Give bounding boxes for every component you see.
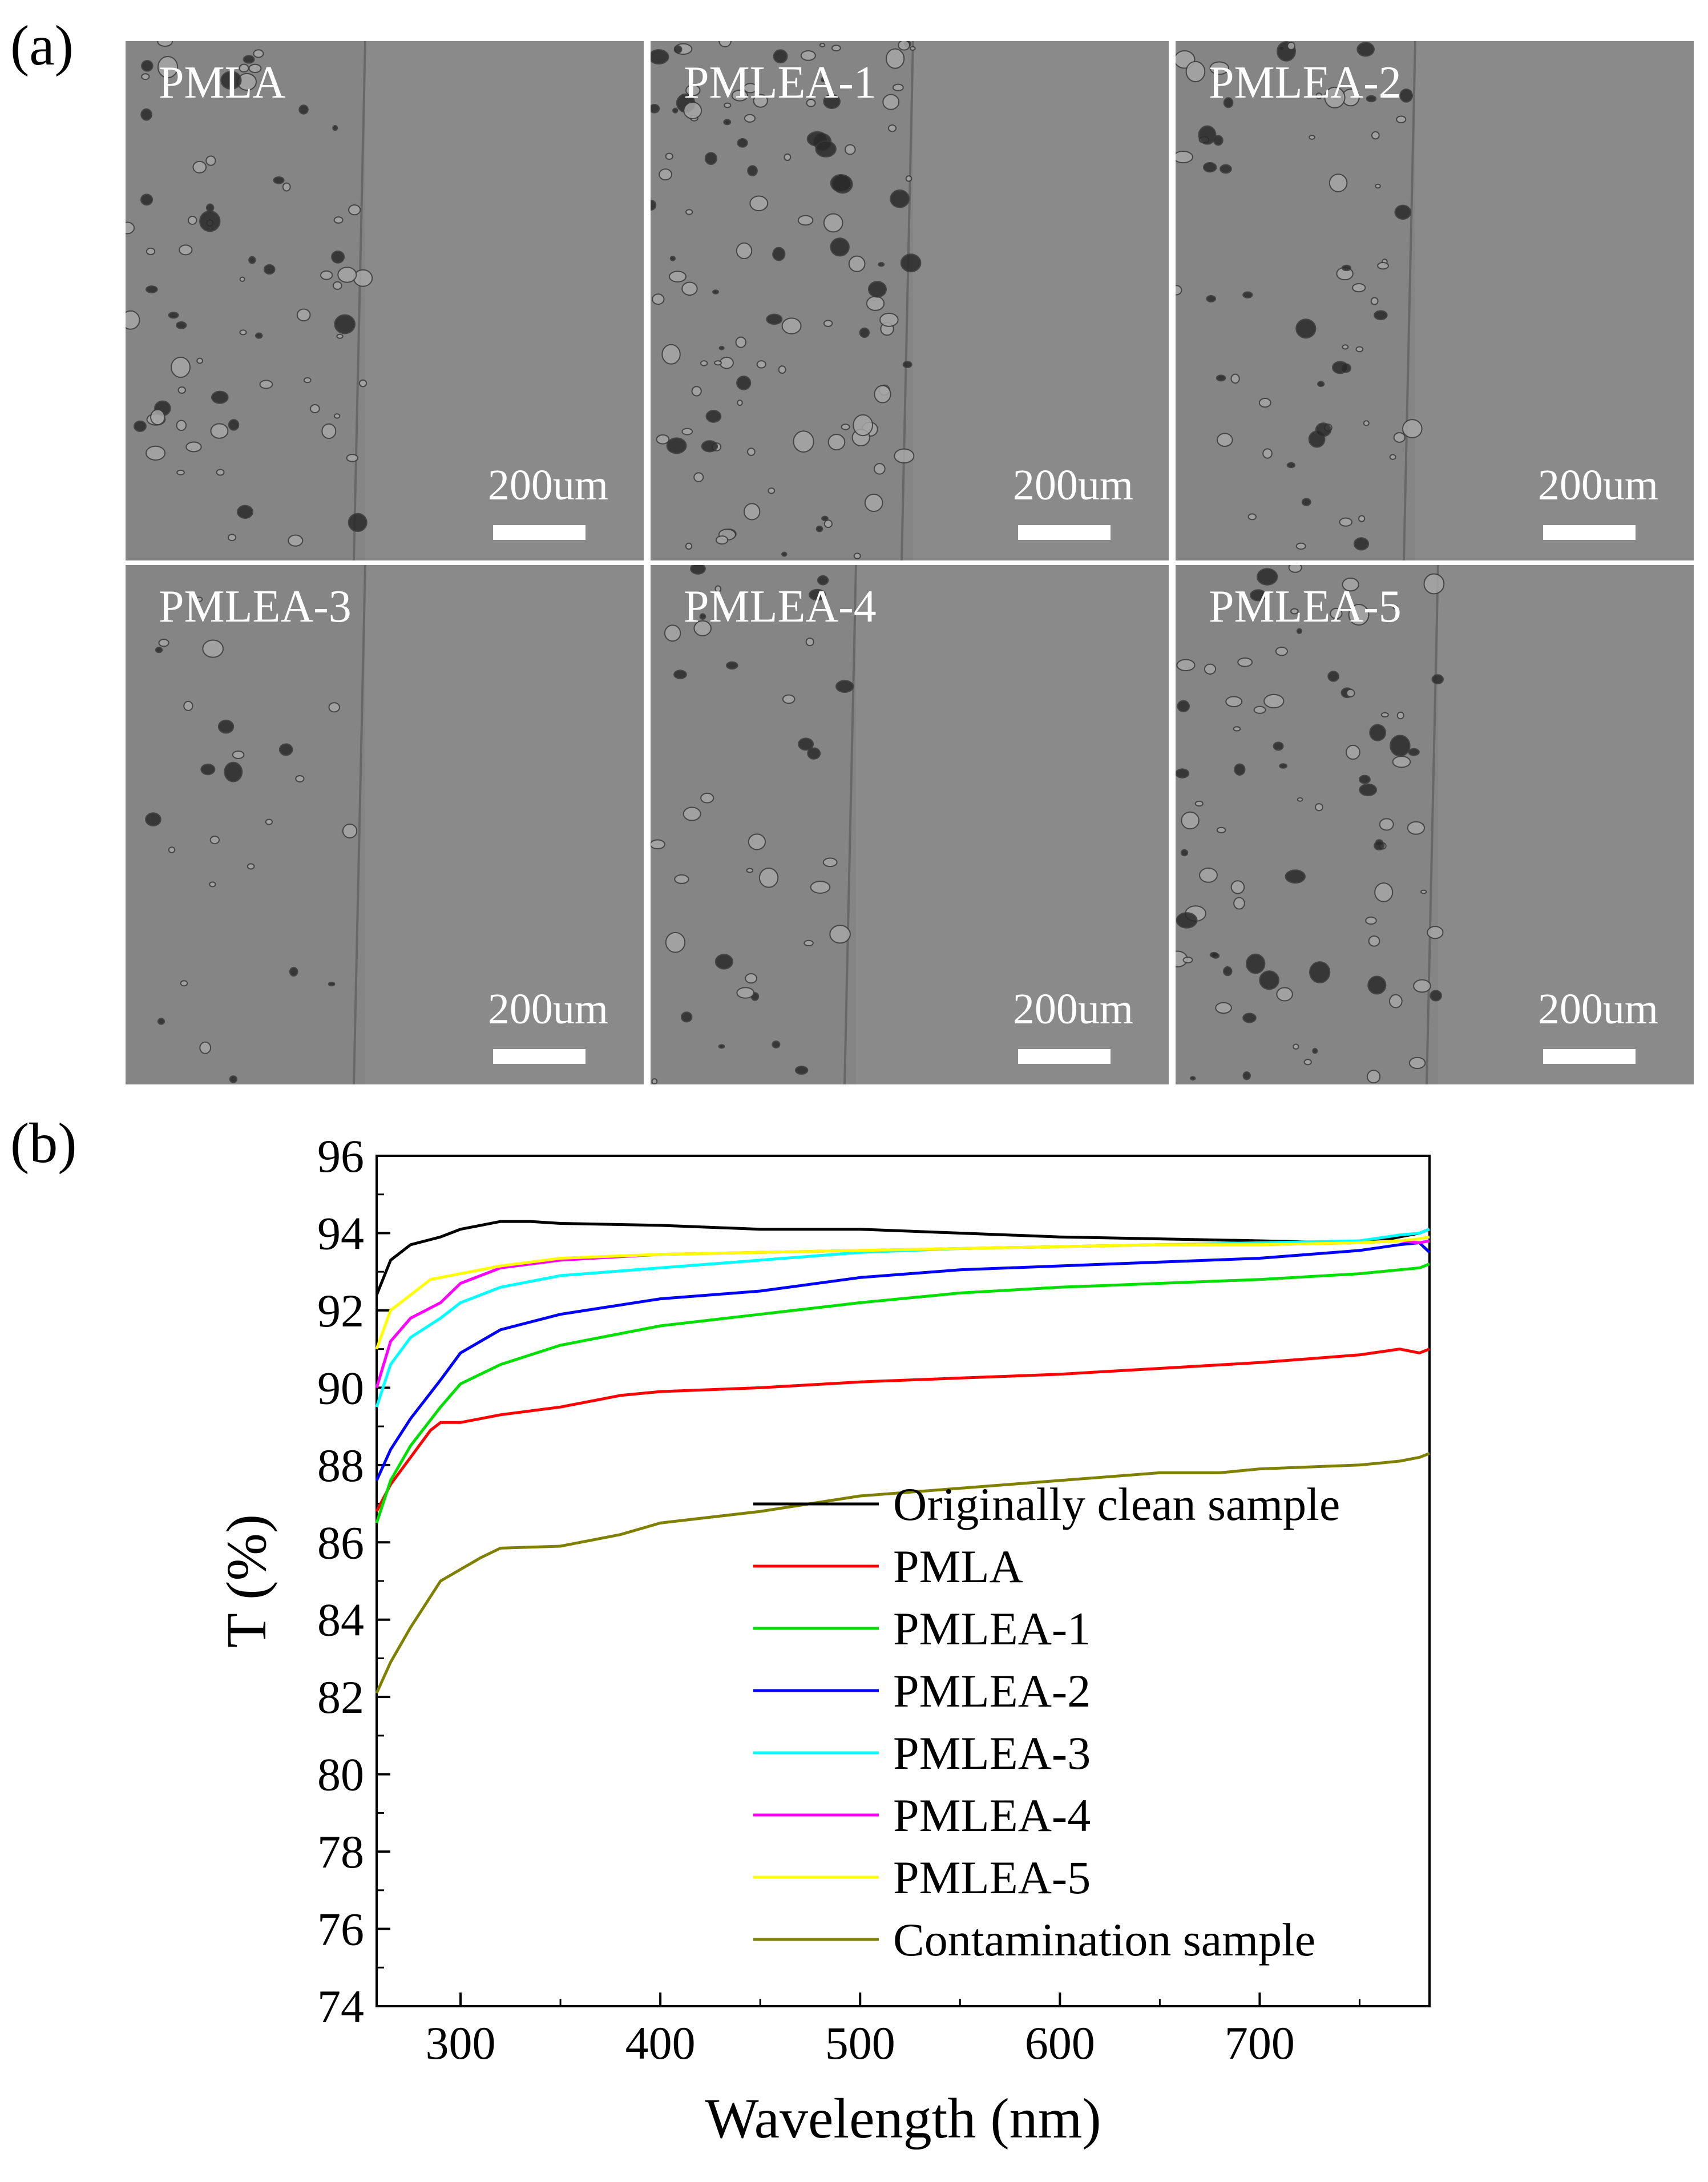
series-line: [375, 1348, 1430, 1513]
x-tick-label: 500: [825, 2017, 895, 2069]
scale-bar-label: 200um: [1012, 985, 1133, 1033]
micrograph-texture: [651, 565, 857, 1084]
micrograph-panel: PMLEA-4 200um: [651, 565, 1169, 1084]
panel-b-label: (b): [10, 1111, 77, 1175]
scale-bar: [493, 1049, 586, 1064]
micrograph-panel: PMLEA-1 200um: [651, 41, 1169, 560]
y-tick-label: 94: [317, 1207, 364, 1259]
y-tick-label: 90: [317, 1362, 364, 1414]
micrograph-title: PMLEA-1: [684, 58, 877, 108]
scale-bar-label: 200um: [1537, 461, 1658, 509]
micrograph-panel: PMLEA-5 200um: [1176, 565, 1694, 1084]
x-tick-label: 300: [426, 2017, 496, 2069]
y-axis-title: T (%): [215, 1514, 278, 1648]
micrograph-texture: [1176, 41, 1423, 560]
scale-bar-label: 200um: [1537, 985, 1658, 1033]
micrograph-title: PMLEA-3: [159, 582, 352, 632]
legend-label: Originally clean sample: [893, 1478, 1340, 1530]
scale-bar: [1018, 525, 1111, 540]
legend-label: PMLA: [893, 1540, 1023, 1592]
series-line: [375, 1452, 1430, 1694]
y-tick-label: 92: [317, 1285, 364, 1337]
micrograph-title: PMLA: [159, 58, 286, 108]
legend-label: Contamination sample: [893, 1914, 1315, 1966]
series-line: [375, 1235, 1430, 1350]
y-tick-label: 96: [317, 1130, 364, 1182]
y-tick-label: 84: [317, 1594, 364, 1646]
micrograph-title: PMLEA-4: [684, 582, 877, 632]
scale-bar: [1543, 525, 1636, 540]
y-tick-label: 74: [317, 1981, 364, 2032]
scale-bar: [493, 525, 586, 540]
y-tick-label: 82: [317, 1671, 364, 1723]
series-line: [375, 1241, 1431, 1481]
y-tick-label: 88: [317, 1439, 364, 1491]
legend-label: PMLEA-3: [893, 1727, 1091, 1779]
x-tick-label: 400: [625, 2017, 696, 2069]
transmittance-chart: 74 76 78 80 82 84 86 88 90 92 94 96 300 400 500 600 700 W…: [215, 1130, 1431, 2150]
scale-bar-label: 200um: [487, 461, 608, 509]
y-tick-label: 80: [317, 1749, 364, 1801]
micrograph-title: PMLEA-2: [1209, 58, 1402, 108]
micrograph-texture: [1176, 565, 1445, 1084]
x-tick-label: 700: [1225, 2017, 1295, 2069]
micrograph-panel: PMLA 200um: [126, 41, 644, 560]
x-axis-title: Wavelength (nm): [705, 2087, 1101, 2150]
micrograph-panel: PMLEA-3 200um: [126, 565, 644, 1084]
micrograph-texture: [651, 41, 922, 560]
micrograph-texture: [126, 41, 373, 560]
panel-a-label: (a): [10, 14, 74, 77]
y-tick-label: 76: [317, 1903, 364, 1955]
scale-bar-label: 200um: [1012, 461, 1133, 509]
legend-label: PMLEA-1: [893, 1603, 1091, 1655]
x-tick-label: 600: [1025, 2017, 1095, 2069]
series-line: [375, 1263, 1430, 1524]
legend-label: PMLEA-4: [893, 1789, 1091, 1841]
micrograph-texture: [126, 565, 366, 1084]
y-tick-label: 78: [317, 1826, 364, 1878]
micrograph-panel: PMLEA-2 200um: [1176, 41, 1694, 560]
micrograph-title: PMLEA-5: [1209, 582, 1402, 632]
scale-bar: [1543, 1049, 1636, 1064]
series-line: [375, 1228, 1430, 1407]
scale-bar-label: 200um: [487, 985, 608, 1033]
scale-bar: [1018, 1049, 1111, 1064]
legend-label: PMLEA-2: [893, 1665, 1091, 1717]
y-tick-label: 86: [317, 1516, 364, 1568]
legend-label: PMLEA-5: [893, 1852, 1091, 1903]
